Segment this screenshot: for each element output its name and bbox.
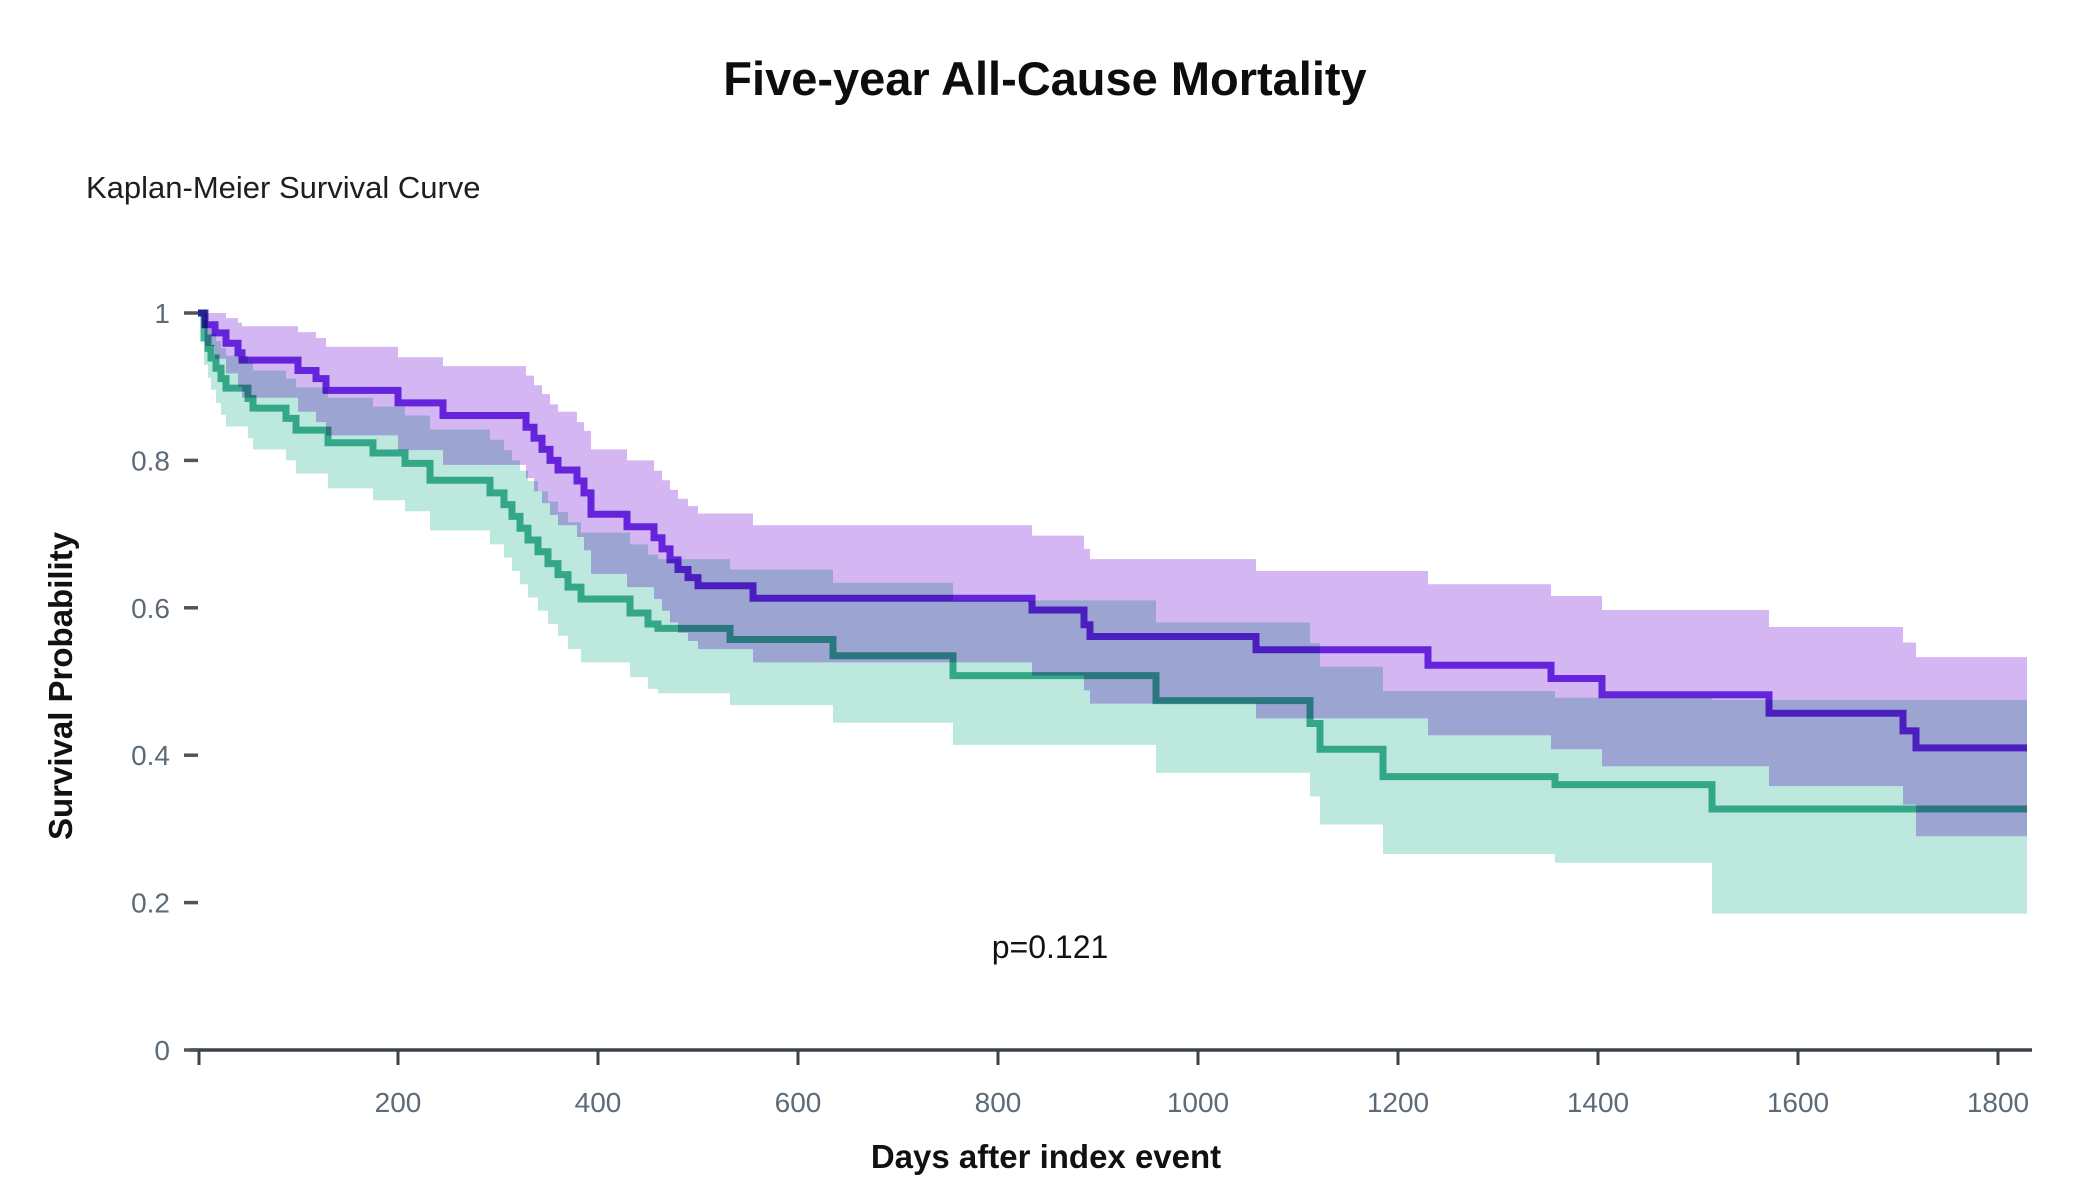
survival-curves (198, 309, 2027, 813)
x-tick-label: 1000 (1167, 1087, 1229, 1118)
chart-subtitle: Kaplan-Meier Survival Curve (86, 170, 481, 205)
x-tick-label: 200 (375, 1087, 422, 1118)
x-tick-label: 800 (975, 1087, 1022, 1118)
confidence-bands (198, 313, 2027, 914)
group-teal-ci-band (198, 313, 2027, 914)
y-tick-label: 1 (154, 298, 170, 329)
x-tick-label: 600 (775, 1087, 822, 1118)
y-tick-label: 0.4 (131, 740, 170, 771)
x-tick-label: 1600 (1767, 1087, 1829, 1118)
group-purple-survival-line (198, 309, 2027, 752)
y-tick-label: 0 (154, 1035, 170, 1066)
x-axis-label: Days after index event (871, 1138, 1221, 1175)
y-tick-label: 0.2 (131, 888, 170, 919)
chart-title: Five-year All-Cause Mortality (723, 52, 1366, 105)
x-tick-label: 400 (575, 1087, 622, 1118)
x-tick-label: 1400 (1567, 1087, 1629, 1118)
y-axis-label: Survival Probability (42, 531, 79, 840)
x-tick-label: 1200 (1367, 1087, 1429, 1118)
x-tick-label: 1800 (1967, 1087, 2029, 1118)
y-tick-label: 0.8 (131, 445, 170, 476)
tick-marks-and-labels: 200 400 600 800 1000 1200 1400 1600 1800 1 0.8 0.6 0… (131, 298, 2029, 1118)
p-value-annotation: p=0.121 (992, 929, 1109, 965)
y-tick-label: 0.6 (131, 593, 170, 624)
group-teal-survival-line (198, 309, 2027, 813)
